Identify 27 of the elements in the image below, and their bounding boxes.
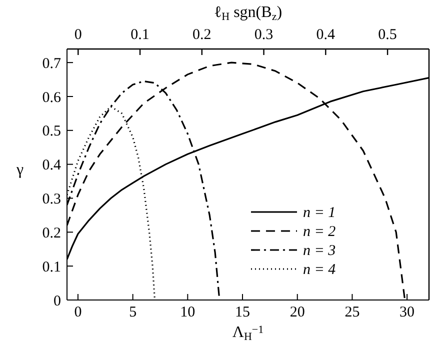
x-tick-label: 5 <box>129 304 137 321</box>
y-tick-label: 0.6 <box>42 90 62 106</box>
x2-tick-label: 0.2 <box>192 27 212 43</box>
y-tick-label: 0.3 <box>42 192 61 208</box>
y-axis-title: γ <box>15 162 24 178</box>
legend-label: n = 2 <box>303 224 336 240</box>
x2-tick-label: 0 <box>74 27 82 43</box>
x-tick-label: 0 <box>74 304 82 321</box>
legend-label: n = 3 <box>303 243 336 259</box>
y-tick-label: 0 <box>54 293 61 310</box>
y-tick-label: 0.5 <box>42 124 61 140</box>
legend-label: n = 4 <box>303 262 336 278</box>
y-tick-label: 0.1 <box>42 259 61 276</box>
x2-tick-label: 0.1 <box>130 27 150 43</box>
y-tick-label: 0.4 <box>42 158 62 174</box>
y-tick-label: 0.7 <box>42 56 62 72</box>
legend-label: n = 1 <box>303 205 336 221</box>
y-tick-label: 0.2 <box>42 225 61 242</box>
x2-tick-label: 0.4 <box>316 27 336 43</box>
x-tick-label: 25 <box>344 304 360 321</box>
x-tick-label: 20 <box>290 304 305 321</box>
x2-tick-label: 0.3 <box>254 27 274 43</box>
x-tick-label: 10 <box>180 304 196 321</box>
x2-tick-label: 0.5 <box>378 27 397 43</box>
x-tick-label: 30 <box>400 304 415 321</box>
x2-axis-title: ℓ$_{H}$ sgn(B$_{z}$) <box>214 4 282 24</box>
x-tick-label: 15 <box>235 304 250 321</box>
